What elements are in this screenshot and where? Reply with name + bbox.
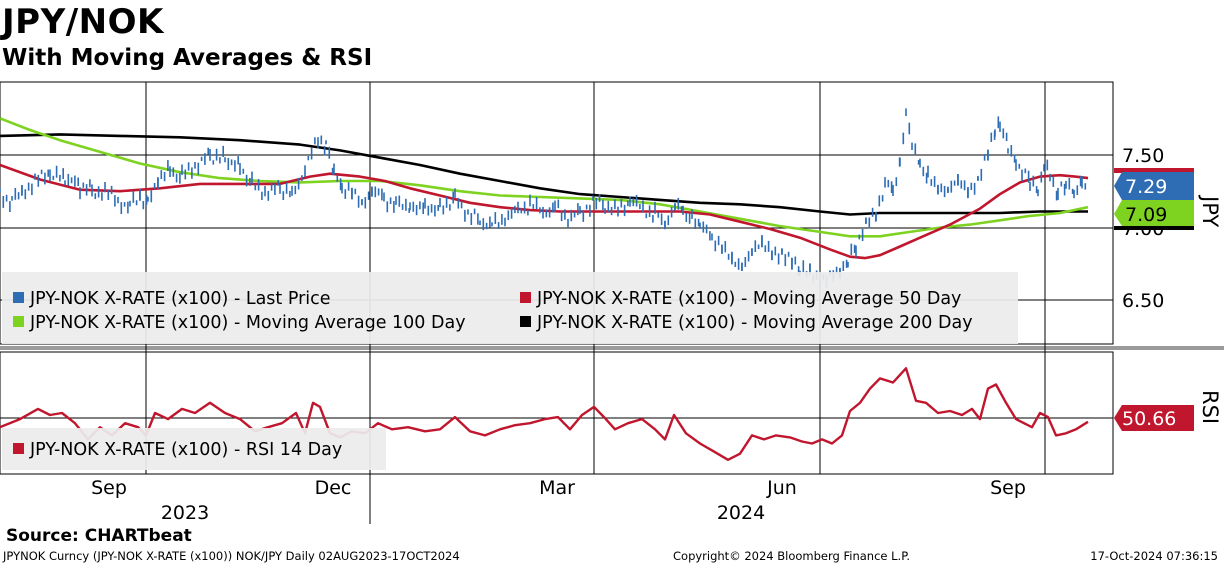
rsi-last-tag: 50.66 — [1114, 405, 1194, 431]
series-rsi-14-day — [0, 367, 1089, 461]
source-label: Source: CHARTbeat — [6, 526, 192, 546]
x-label-year-2023: 2023 — [161, 502, 209, 524]
legend-label-ma50: JPY-NOK X-RATE (x100) - Moving Average 5… — [536, 289, 961, 309]
timestamp: 17-Oct-2024 07:36:15 — [1090, 549, 1218, 563]
legend-swatch-rsi — [13, 443, 24, 454]
copyright: Copyright© 2024 Bloomberg Finance L.P. — [673, 549, 910, 563]
ma100-tag: 7.09 — [1114, 200, 1194, 230]
series-moving-average-50-day — [0, 163, 1089, 260]
rsi-axis-label: RSI — [1198, 390, 1222, 424]
svg-text:7.09: 7.09 — [1125, 204, 1167, 226]
legend-swatch-last-price — [13, 292, 24, 303]
legend-swatch-ma100 — [13, 316, 24, 327]
chart-title: JPY/NOK — [2, 2, 164, 42]
y-tick-6-50: 6.50 — [1122, 290, 1164, 312]
x-label-mar-2024: Mar — [539, 477, 575, 499]
legend-label-rsi: JPY-NOK X-RATE (x100) - RSI 14 Day — [29, 440, 342, 460]
x-label-sep-2023: Sep — [91, 477, 127, 499]
legend-swatch-ma50 — [520, 292, 531, 303]
legend-swatch-ma200 — [520, 316, 531, 327]
svg-text:50.66: 50.66 — [1122, 408, 1176, 430]
x-label-jun-2024: Jun — [766, 477, 797, 499]
svg-text:7.29: 7.29 — [1125, 176, 1167, 198]
x-label-dec-2023: Dec — [315, 477, 352, 499]
legend-label-last-price: JPY-NOK X-RATE (x100) - Last Price — [29, 289, 331, 309]
series-moving-average-200-day — [0, 133, 1088, 216]
last-price-tag: 7.29 — [1114, 168, 1194, 200]
price-axis-label: JPY — [1198, 194, 1222, 227]
price-legend: JPY-NOK X-RATE (x100) - Last Price JPY-N… — [2, 272, 1018, 344]
legend-label-ma100: JPY-NOK X-RATE (x100) - Moving Average 1… — [29, 313, 466, 333]
chart-subtitle: With Moving Averages & RSI — [2, 45, 373, 71]
y-tick-7-50: 7.50 — [1122, 145, 1164, 167]
x-label-sep-2024: Sep — [990, 477, 1026, 499]
ticker-info: JPYNOK Curncy (JPY-NOK X-RATE (x100)) NO… — [3, 549, 460, 563]
rsi-legend: JPY-NOK X-RATE (x100) - RSI 14 Day — [2, 428, 386, 470]
x-label-year-2024: 2024 — [717, 502, 765, 524]
legend-label-ma200: JPY-NOK X-RATE (x100) - Moving Average 2… — [536, 313, 973, 333]
series-layer — [0, 108, 1089, 461]
